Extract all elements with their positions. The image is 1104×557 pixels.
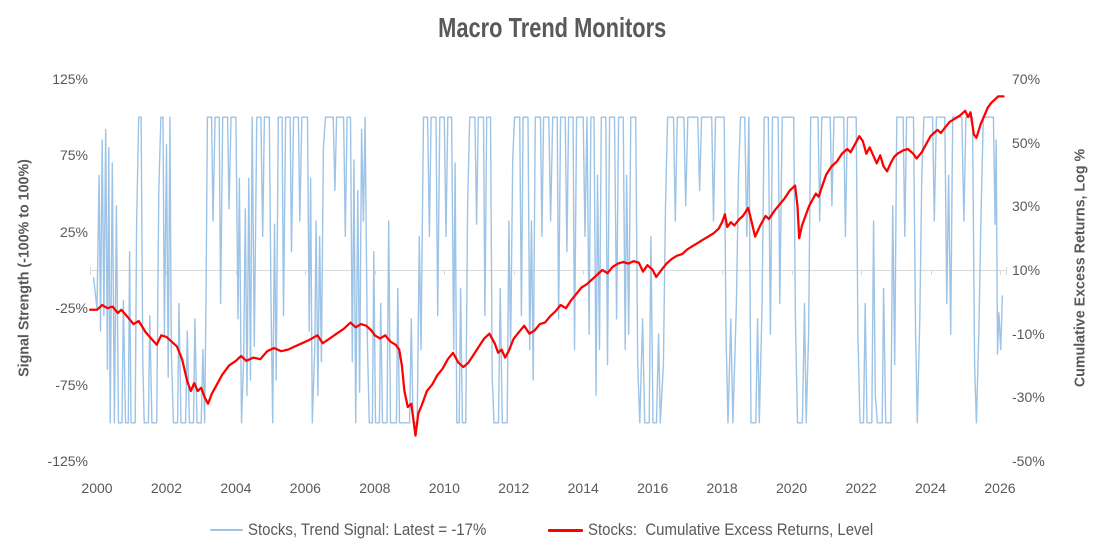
trend-signal-line [92, 116, 1004, 424]
chart-title: Macro Trend Monitors [437, 12, 667, 43]
x-axis-tick-label: 2022 [845, 480, 877, 496]
right-axis-tick-label: 50% [1012, 134, 1041, 151]
left-axis-tick-label: -75% [55, 376, 88, 393]
x-axis-tick-label: 2008 [359, 480, 391, 496]
right-axis-tick-label: 30% [1012, 198, 1041, 215]
x-axis-tick-label: 2018 [706, 480, 738, 496]
left-axis-tick-label: -125% [47, 453, 88, 469]
left-axis-tick-label: 125% [52, 71, 88, 87]
right-axis-tick-label: -10% [1012, 325, 1045, 342]
chart-title-area: Macro Trend Monitors [0, 12, 1104, 44]
left-axis-tick-label: 25% [59, 223, 88, 240]
right-axis-tick-label: -30% [1012, 389, 1045, 406]
x-axis-tick-label: 2004 [220, 480, 252, 496]
legend: Stocks, Trend Signal: Latest = -17% Stoc… [0, 519, 1104, 545]
left-axis-tick-label: -25% [55, 300, 88, 317]
legend-item-excess-returns: Stocks: Cumulative Excess Returns, Level [548, 519, 912, 541]
right-axis-tick-label: -50% [1012, 453, 1045, 470]
left-axis-tick-label: 75% [59, 147, 88, 164]
excess-returns-legend-label: Stocks: Cumulative Excess Returns, Level [588, 520, 874, 539]
trend-signal-legend-label: Stocks, Trend Signal: Latest = -17% [248, 520, 487, 539]
x-axis-tick-label: 2020 [776, 480, 808, 496]
x-axis-tick-label: 2002 [150, 480, 183, 496]
x-axis-tick-label: 2006 [289, 480, 321, 496]
x-axis-tick-label: 2014 [567, 480, 599, 496]
right-axis-tick-label: 70% [1012, 70, 1041, 87]
trend-signal-legend-marker [210, 529, 243, 531]
x-axis-tick-label: 2012 [498, 480, 530, 496]
right-axis-tick-label: 10% [1012, 262, 1041, 278]
legend-item-trend-signal: Stocks, Trend Signal: Latest = -17% [210, 519, 519, 541]
x-axis-tick-label: 2016 [637, 480, 669, 496]
excess-returns-legend-marker [548, 528, 583, 532]
x-axis-tick-label: 2010 [428, 480, 460, 496]
x-axis-tick-label: 2000 [81, 480, 113, 496]
x-axis-tick-label: 2026 [984, 480, 1016, 496]
x-axis-tick-label: 2024 [914, 480, 947, 496]
excess-returns-line [88, 95, 1005, 437]
